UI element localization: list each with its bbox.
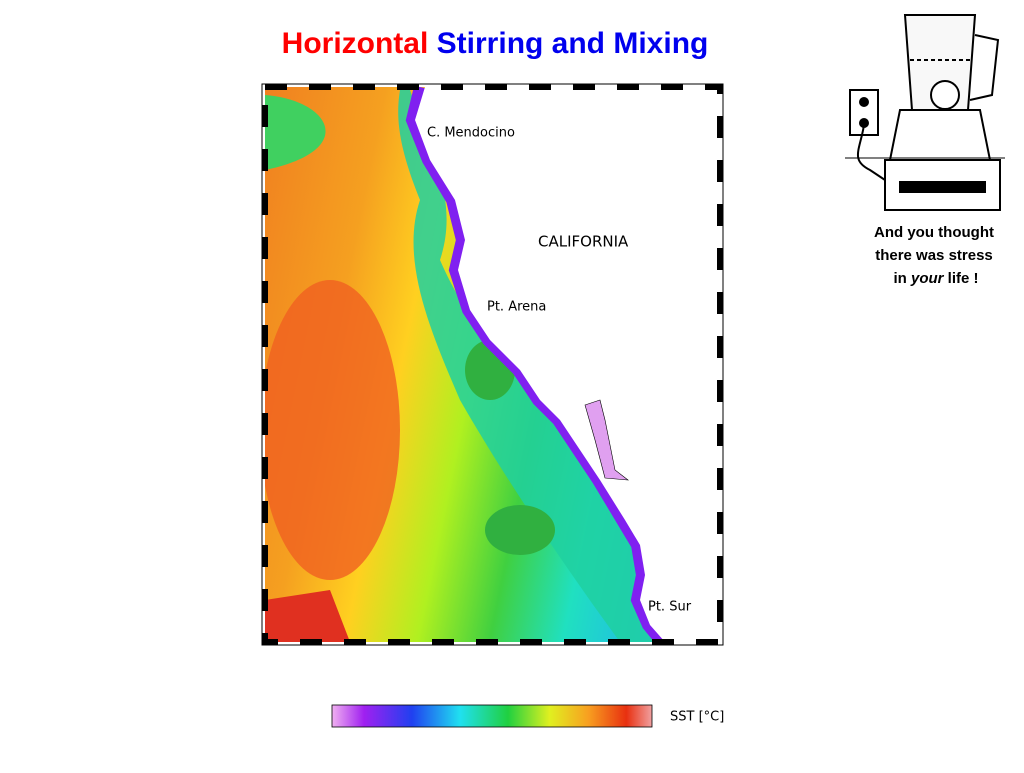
place-label: CALIFORNIA xyxy=(538,233,629,251)
upwelling-band xyxy=(398,90,660,642)
warm-patch xyxy=(265,590,350,642)
land xyxy=(415,87,720,642)
cartoon-caption: And you thought xyxy=(874,224,994,241)
eddy xyxy=(485,505,555,555)
cartoon-caption: in your life ! xyxy=(893,270,978,287)
title-first: Horizontal xyxy=(282,27,429,60)
caption-word: in xyxy=(893,270,906,287)
caption-word: your xyxy=(910,270,945,287)
cool-patch xyxy=(265,95,326,170)
colorbar-label: SST [°C] xyxy=(670,710,724,725)
colorbar xyxy=(331,704,653,728)
bay xyxy=(584,399,629,481)
caption-word: life ! xyxy=(948,270,979,287)
map-border xyxy=(262,84,723,645)
sst-field xyxy=(265,87,720,642)
place-label: Pt. Sur xyxy=(648,600,692,615)
map-frame xyxy=(261,83,724,646)
place-label: C. Mendocino xyxy=(427,126,515,141)
warm-patch xyxy=(265,280,400,580)
coastal-cold-water xyxy=(405,87,667,642)
place-label: Pt. Arena xyxy=(487,300,546,315)
cartoon xyxy=(845,14,1005,211)
cartoon-caption: there was stress xyxy=(875,247,993,264)
title-second: Stirring and Mixing xyxy=(437,27,709,60)
slide-title: Horizontal Stirring and Mixing xyxy=(282,27,709,60)
